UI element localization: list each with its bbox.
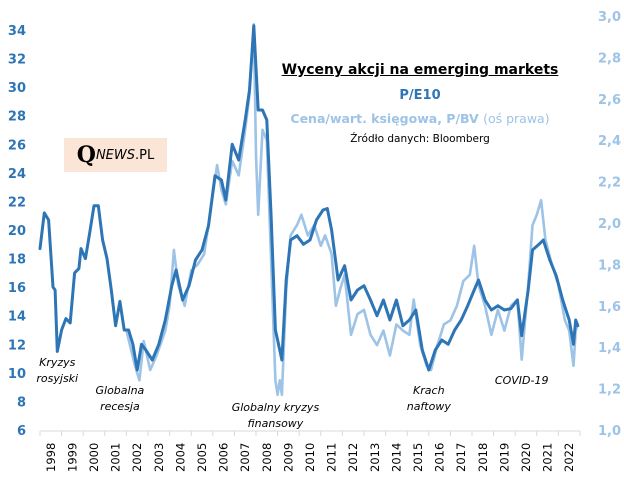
x-tick-label: 2022 xyxy=(562,443,576,472)
x-tick-label: 2009 xyxy=(281,443,295,472)
y-left-tick-label: 28 xyxy=(8,110,26,125)
y-left-tick-label: 24 xyxy=(8,167,26,182)
x-tick-label: 2019 xyxy=(497,443,511,472)
y-right-tick-label: 2,6 xyxy=(598,93,621,108)
y-axis-right: 1,0 1,2 1,4 1,6 1,8 2,0 2,2 2,4 2,6 2,8 3,0 xyxy=(598,10,621,439)
x-tick-label: 2003 xyxy=(152,443,166,472)
annotation-label: Globalny kryzys xyxy=(232,401,320,414)
x-tick-label: 2010 xyxy=(303,443,317,472)
annotation-label: recesja xyxy=(100,400,140,413)
annotation-label: Krach xyxy=(413,384,445,397)
y-left-tick-label: 20 xyxy=(8,224,26,239)
annotation-label: naftowy xyxy=(407,400,452,413)
y-left-tick-label: 6 xyxy=(17,424,26,439)
x-tick-label: 2014 xyxy=(389,443,403,472)
y-left-tick-label: 10 xyxy=(8,367,26,382)
series-label-pbv-text: Cena/wart. księgowa, P/BV xyxy=(290,111,479,126)
annotations: Kryzys rosyjski Globalna recesja Globalny kr… xyxy=(36,356,548,430)
y-left-tick-label: 14 xyxy=(8,310,26,325)
y-right-tick-label: 2,2 xyxy=(598,176,621,191)
y-right-tick-label: 3,0 xyxy=(598,10,621,25)
y-left-tick-label: 12 xyxy=(8,338,26,353)
x-tick-label: 2018 xyxy=(476,443,490,472)
x-tick-label: 2002 xyxy=(130,443,144,472)
x-tick-label: 2013 xyxy=(368,443,382,472)
y-right-tick-label: 1,0 xyxy=(598,424,621,439)
y-left-tick-label: 32 xyxy=(8,53,26,68)
y-left-tick-label: 18 xyxy=(8,253,26,268)
x-tick-label: 2004 xyxy=(173,443,187,472)
y-right-tick-label: 1,6 xyxy=(598,300,621,315)
y-right-tick-label: 2,4 xyxy=(598,134,621,149)
x-tick-label: 2017 xyxy=(454,443,468,472)
series-label-pbv: Cena/wart. księgowa, P/BV (oś prawa) xyxy=(262,111,578,126)
y-axis-left: 6 8 10 12 14 16 18 20 22 24 26 28 30 32 34 xyxy=(8,24,26,439)
series-group xyxy=(38,22,580,397)
annotation-label: Kryzys xyxy=(39,356,76,369)
y-right-tick-label: 1,2 xyxy=(598,383,621,398)
y-left-tick-label: 22 xyxy=(8,195,26,210)
data-source: Źródło danych: Bloomberg xyxy=(350,133,490,145)
series-line-pe10 xyxy=(38,24,580,372)
x-tick-label: 1998 xyxy=(44,443,58,472)
y-left-tick-label: 34 xyxy=(8,24,26,39)
x-tick-label: 2001 xyxy=(109,443,123,472)
x-axis: 1998 1999 2000 2001 2002 2003 2004 2005 2006 2007… xyxy=(39,430,581,472)
qnews-logo: Q NEWS.PL xyxy=(64,138,167,172)
x-tick-label: 2011 xyxy=(325,443,339,472)
y-right-tick-label: 2,0 xyxy=(598,217,621,232)
y-right-tick-label: 1,8 xyxy=(598,258,621,273)
logo-news: NEWS xyxy=(95,147,135,163)
annotation-label: rosyjski xyxy=(36,372,78,385)
x-tick-label: 2012 xyxy=(346,443,360,472)
x-tick-label: 2016 xyxy=(433,443,447,472)
y-left-tick-label: 30 xyxy=(8,81,26,96)
x-tick-label: 2021 xyxy=(541,443,555,472)
logo-dot-pl: .PL xyxy=(135,147,155,163)
x-tick-label: 2007 xyxy=(238,443,252,472)
annotation-label: Globalna xyxy=(96,384,145,397)
series-label-pbv-note: (oś prawa) xyxy=(483,111,550,126)
x-tick-label: 2000 xyxy=(87,443,101,472)
y-left-tick-label: 8 xyxy=(17,395,26,410)
logo-q: Q xyxy=(76,142,96,168)
x-tick-label: 1999 xyxy=(65,443,79,472)
x-tick-label: 2015 xyxy=(411,443,425,472)
x-tick-label: 2005 xyxy=(195,443,209,472)
y-left-tick-label: 16 xyxy=(8,281,26,296)
annotation-label: finansowy xyxy=(248,417,304,430)
x-tick-label: 2008 xyxy=(260,443,274,472)
y-left-tick-label: 26 xyxy=(8,138,26,153)
x-tick-label: 2020 xyxy=(519,443,533,472)
x-tick-label: 2006 xyxy=(217,443,231,472)
y-right-tick-label: 2,8 xyxy=(598,51,621,66)
y-right-tick-label: 1,4 xyxy=(598,341,621,356)
annotation-label: COVID-19 xyxy=(495,374,549,387)
series-line-pbv xyxy=(125,22,580,397)
series-label-pe10: P/E10 xyxy=(399,88,441,103)
chart-title: Wyceny akcji na emerging markets xyxy=(281,62,559,78)
